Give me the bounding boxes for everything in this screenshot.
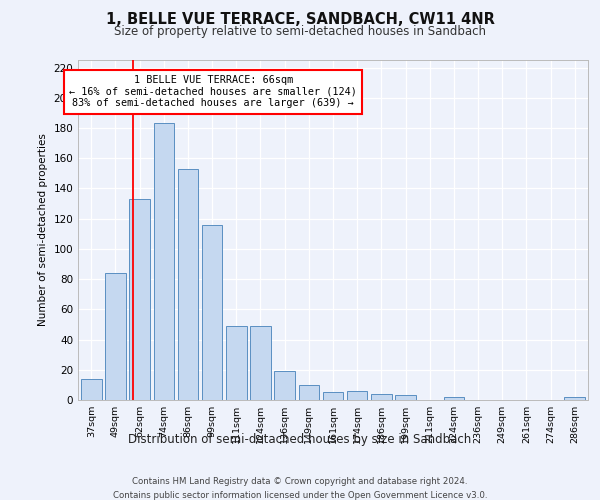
Bar [347, 391, 367, 400]
Bar [130, 199, 150, 400]
Bar [105, 273, 126, 400]
Bar [395, 396, 416, 400]
Text: Contains public sector information licensed under the Open Government Licence v3: Contains public sector information licen… [113, 491, 487, 500]
Bar [443, 397, 464, 400]
Y-axis label: Number of semi-detached properties: Number of semi-detached properties [38, 134, 48, 326]
Bar [81, 379, 101, 400]
Bar [178, 169, 198, 400]
Bar [202, 224, 223, 400]
Text: 1 BELLE VUE TERRACE: 66sqm
← 16% of semi-detached houses are smaller (124)
83% o: 1 BELLE VUE TERRACE: 66sqm ← 16% of semi… [69, 76, 357, 108]
Bar [226, 326, 247, 400]
Bar [323, 392, 343, 400]
Text: Distribution of semi-detached houses by size in Sandbach: Distribution of semi-detached houses by … [128, 432, 472, 446]
Bar [274, 372, 295, 400]
Bar [154, 124, 174, 400]
Bar [371, 394, 392, 400]
Text: 1, BELLE VUE TERRACE, SANDBACH, CW11 4NR: 1, BELLE VUE TERRACE, SANDBACH, CW11 4NR [106, 12, 494, 28]
Bar [250, 326, 271, 400]
Bar [565, 397, 585, 400]
Text: Size of property relative to semi-detached houses in Sandbach: Size of property relative to semi-detach… [114, 25, 486, 38]
Bar [299, 385, 319, 400]
Text: Contains HM Land Registry data © Crown copyright and database right 2024.: Contains HM Land Registry data © Crown c… [132, 478, 468, 486]
